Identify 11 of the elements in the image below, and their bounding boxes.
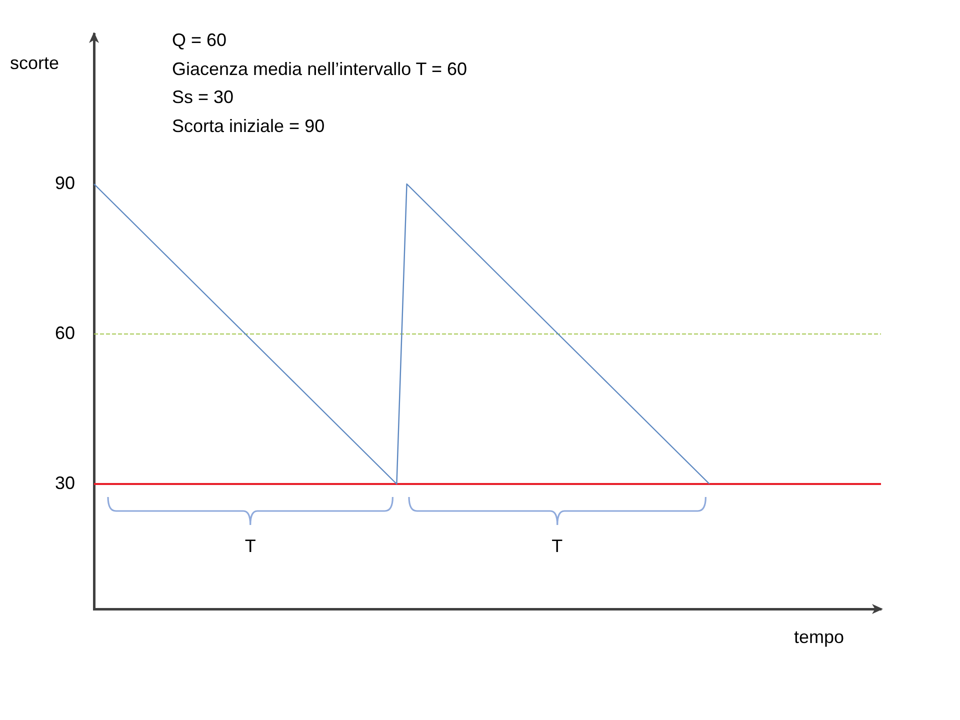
annotation: Giacenza media nell’intervallo T = 60 [172, 58, 468, 80]
x-axis-title: tempo [794, 626, 844, 648]
annotation: T [552, 535, 563, 557]
y-tick-label: 30 [54, 472, 75, 493]
annotation: Q = 60 [172, 29, 227, 51]
annotation: Ss = 30 [172, 86, 234, 108]
y-tick-label: 90 [54, 172, 75, 193]
y-axis-title: scorte [10, 52, 60, 74]
y-tick-label: 60 [54, 322, 75, 343]
annotation: T [244, 535, 256, 557]
annotation: Scorta iniziale = 90 [172, 114, 325, 136]
